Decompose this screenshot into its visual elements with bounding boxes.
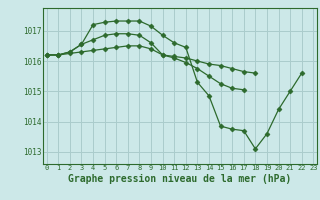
X-axis label: Graphe pression niveau de la mer (hPa): Graphe pression niveau de la mer (hPa) xyxy=(68,174,292,184)
